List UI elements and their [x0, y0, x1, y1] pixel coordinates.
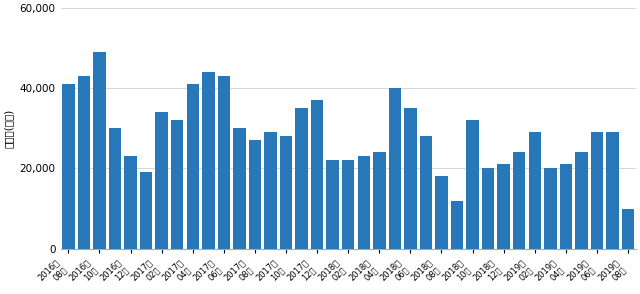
Bar [295, 108, 308, 249]
Bar [591, 132, 603, 249]
Bar [467, 120, 479, 249]
Bar [93, 52, 106, 249]
Bar [326, 161, 339, 249]
Bar [264, 132, 276, 249]
Bar [77, 76, 90, 249]
Bar [622, 208, 634, 249]
Bar [202, 72, 214, 249]
Bar [358, 156, 370, 249]
Bar [342, 161, 355, 249]
Bar [156, 112, 168, 249]
Bar [482, 168, 494, 249]
Bar [124, 156, 137, 249]
Bar [249, 141, 261, 249]
Bar [373, 152, 385, 249]
Bar [109, 128, 121, 249]
Y-axis label: 거래량(건수): 거래량(건수) [4, 109, 14, 148]
Bar [451, 201, 463, 249]
Bar [497, 164, 510, 249]
Bar [280, 136, 292, 249]
Bar [529, 132, 541, 249]
Bar [171, 120, 184, 249]
Bar [218, 76, 230, 249]
Bar [233, 128, 246, 249]
Bar [606, 132, 619, 249]
Bar [388, 88, 401, 249]
Bar [513, 152, 525, 249]
Bar [575, 152, 588, 249]
Bar [62, 84, 75, 249]
Bar [435, 176, 448, 249]
Bar [140, 173, 152, 249]
Bar [559, 164, 572, 249]
Bar [186, 84, 199, 249]
Bar [311, 100, 323, 249]
Bar [544, 168, 557, 249]
Bar [420, 136, 432, 249]
Bar [404, 108, 417, 249]
